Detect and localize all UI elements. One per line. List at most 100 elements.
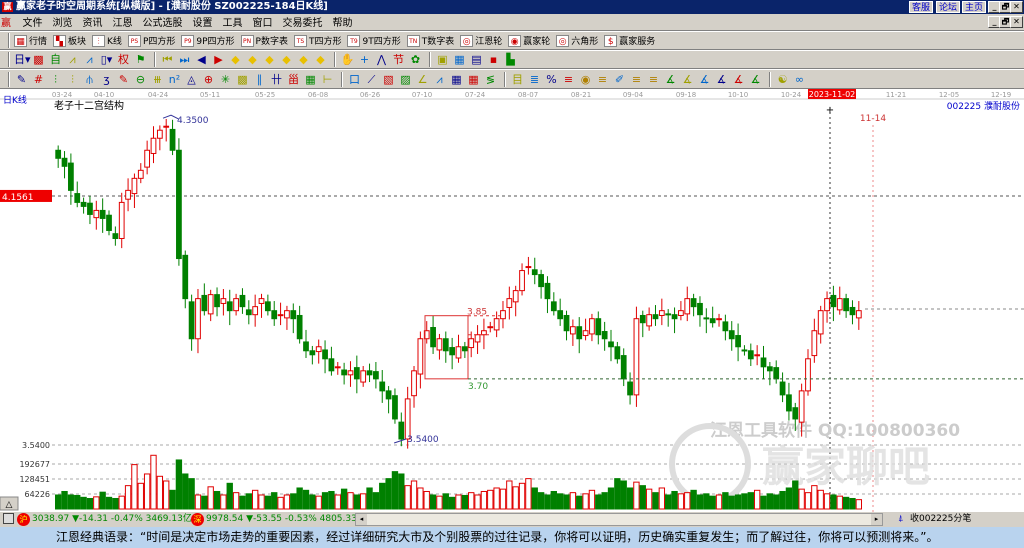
grid3-icon[interactable]: ▦ bbox=[468, 72, 479, 86]
rect-icon[interactable]: 口 bbox=[349, 72, 360, 86]
toolbar-button-12[interactable]: $ 赢家服务 bbox=[604, 34, 655, 47]
angle2-icon[interactable]: ∠ bbox=[417, 72, 428, 86]
menu-item-7[interactable]: 窗口 bbox=[252, 18, 273, 29]
target-icon[interactable]: ⊕ bbox=[203, 72, 214, 86]
gold-lines-icon[interactable]: ≡ bbox=[597, 72, 608, 86]
notes-icon[interactable]: ▤ bbox=[471, 53, 482, 66]
indicator-icon[interactable]: ⩘ bbox=[69, 53, 76, 66]
star-icon[interactable]: ✳ bbox=[220, 72, 231, 86]
truck-icon[interactable]: ▙ bbox=[506, 53, 515, 66]
cycle-icon[interactable]: ✿ bbox=[410, 53, 421, 66]
triangle-icon[interactable]: ◬ bbox=[187, 72, 196, 86]
gold-coin-icon[interactable]: ◉ bbox=[580, 72, 591, 86]
toolbar-button-0[interactable]: ▦ 行情 bbox=[14, 34, 47, 47]
indicator2-icon[interactable]: ⩘ bbox=[86, 53, 93, 66]
lines-icon[interactable]: ⧻ bbox=[152, 72, 163, 86]
grid2-icon[interactable]: ▦ bbox=[451, 72, 462, 86]
box-fill-icon[interactable]: ▨ bbox=[400, 72, 411, 86]
rights-icon[interactable]: 权 bbox=[118, 53, 129, 66]
last-icon[interactable]: ⏭ bbox=[179, 53, 190, 66]
toolbar-button-4[interactable]: P9 9P四方形 bbox=[181, 34, 235, 47]
gann-fan-icon[interactable]: ⫶ bbox=[54, 72, 57, 86]
rays-icon[interactable]: ⟋ bbox=[367, 72, 376, 86]
kline-chart[interactable]: 03-24 04-10 04-24 05-11 05-25 06-08 06-26 07-10… bbox=[0, 89, 1024, 512]
zigzag-icon[interactable]: ⋀ bbox=[376, 53, 387, 66]
app-menu-icon[interactable]: 赢 bbox=[1, 18, 11, 29]
menu-item-0[interactable]: 文件 bbox=[22, 18, 43, 29]
angles2-icon[interactable]: ∡ bbox=[682, 72, 693, 86]
service-link[interactable]: 客服 bbox=[909, 1, 934, 13]
gold-lines2-icon[interactable]: ≡ bbox=[631, 72, 642, 86]
infinity-icon[interactable]: ∞ bbox=[794, 72, 805, 86]
calculator-icon[interactable]: ▦ bbox=[454, 53, 465, 66]
tick-data-label[interactable]: 收002225分笔 bbox=[910, 514, 972, 524]
pen2-icon[interactable]: ✐ bbox=[614, 72, 625, 86]
flag-icon[interactable]: ⚑ bbox=[135, 53, 146, 66]
pct-fan-icon[interactable]: ≣ bbox=[529, 72, 540, 86]
toolbar-button-6[interactable]: TS T四方形 bbox=[293, 34, 341, 47]
angles1-icon[interactable]: ∡ bbox=[665, 72, 676, 86]
slash-icon[interactable]: ≶ bbox=[485, 72, 496, 86]
day-period-icon[interactable]: 日▾ bbox=[14, 53, 31, 66]
grid-box-icon[interactable]: ▦ bbox=[305, 72, 316, 86]
menu-item-9[interactable]: 帮助 bbox=[332, 18, 353, 29]
n2-icon[interactable]: n² bbox=[168, 72, 181, 86]
menu-item-4[interactable]: 公式选股 bbox=[142, 18, 183, 29]
chart-canvas[interactable]: 03-24 04-10 04-24 05-11 05-25 06-08 06-26 07-10… bbox=[0, 89, 1024, 512]
yinyang-icon[interactable]: ☯ bbox=[777, 72, 788, 86]
angles4-icon[interactable]: ∡ bbox=[716, 72, 727, 86]
zoom-in-diamond-icon[interactable]: ◆ bbox=[265, 53, 274, 66]
menu-item-3[interactable]: 江恩 bbox=[112, 18, 133, 29]
box-diag-icon[interactable]: ▧ bbox=[383, 72, 394, 86]
fib-icon[interactable]: 卄 bbox=[271, 72, 282, 86]
angles5-icon[interactable]: ∡ bbox=[733, 72, 744, 86]
pen-icon[interactable]: ✎ bbox=[16, 72, 27, 86]
pencil-red-icon[interactable]: ✎ bbox=[118, 72, 129, 86]
toolbar-button-8[interactable]: TN T数字表 bbox=[406, 34, 454, 47]
percent-icon[interactable]: % bbox=[546, 72, 557, 86]
child-close-button[interactable]: ✕ bbox=[1010, 16, 1023, 28]
zoom-out-diamond-icon[interactable]: ◆ bbox=[282, 53, 291, 66]
gann-grid-icon[interactable]: ⫶ bbox=[71, 72, 74, 86]
box-icon[interactable]: ▩ bbox=[237, 72, 248, 86]
range-icon[interactable]: ⊢ bbox=[322, 72, 333, 86]
chart-type-icon[interactable]: ▩ bbox=[33, 53, 44, 66]
candle-icon[interactable]: ▯▾ bbox=[100, 53, 113, 66]
self-select-icon[interactable]: 自 bbox=[50, 53, 61, 66]
menu-item-6[interactable]: 工具 bbox=[222, 18, 243, 29]
cal-grid-icon[interactable]: 目 bbox=[512, 72, 523, 86]
toolbar-button-9[interactable]: ◎ 江恩轮 bbox=[460, 34, 502, 47]
up-diamond-icon[interactable]: ◆ bbox=[231, 53, 240, 66]
calculator-icon[interactable] bbox=[3, 513, 14, 524]
home-link[interactable]: 主页 bbox=[962, 1, 987, 13]
toolbar-button-5[interactable]: PN P数字表 bbox=[240, 34, 288, 47]
scroll-left-button[interactable]: ◂ bbox=[356, 514, 367, 525]
circle-line-icon[interactable]: ⊖ bbox=[135, 72, 146, 86]
angle-icon[interactable]: ∥ bbox=[256, 72, 263, 86]
child-restore-button[interactable]: 🗗 bbox=[999, 16, 1012, 28]
toolbar-button-7[interactable]: T9 9T四方形 bbox=[347, 34, 401, 47]
angles6-icon[interactable]: ∡ bbox=[750, 72, 761, 86]
expand-diamond-icon[interactable]: ◆ bbox=[316, 53, 325, 66]
move-diamond-icon[interactable]: ◆ bbox=[299, 53, 308, 66]
crosshair-icon[interactable]: + bbox=[359, 53, 370, 66]
horizontal-scrollbar[interactable]: ◂ ▸ bbox=[355, 513, 883, 526]
festival-icon[interactable]: 节 bbox=[393, 53, 404, 66]
scroll-right-button[interactable]: ▸ bbox=[871, 514, 882, 525]
down-diamond-icon[interactable]: ◆ bbox=[248, 53, 257, 66]
toolbar-button-10[interactable]: ◉ 赢家轮 bbox=[508, 34, 550, 47]
close-button[interactable]: ✕ bbox=[1010, 1, 1023, 13]
menu-item-8[interactable]: 交易委托 bbox=[282, 18, 323, 29]
tick-data-icon[interactable]: ⍋ bbox=[898, 514, 904, 524]
panel-toggle-button[interactable] bbox=[0, 496, 19, 511]
toolbar-button-3[interactable]: PS P四方形 bbox=[127, 34, 175, 47]
fork-icon[interactable]: ⫛ bbox=[86, 72, 93, 86]
right-icon[interactable]: ▶ bbox=[214, 53, 223, 66]
menu-item-2[interactable]: 资讯 bbox=[82, 18, 103, 29]
pct-box-icon[interactable]: ≡ bbox=[563, 72, 574, 86]
hash-icon[interactable]: # bbox=[33, 72, 44, 86]
left-icon[interactable]: ◀ bbox=[197, 53, 206, 66]
spiral-icon[interactable]: ʒ bbox=[103, 72, 110, 86]
first-icon[interactable]: ⏮ bbox=[162, 53, 173, 66]
forum-link[interactable]: 论坛 bbox=[936, 1, 961, 13]
